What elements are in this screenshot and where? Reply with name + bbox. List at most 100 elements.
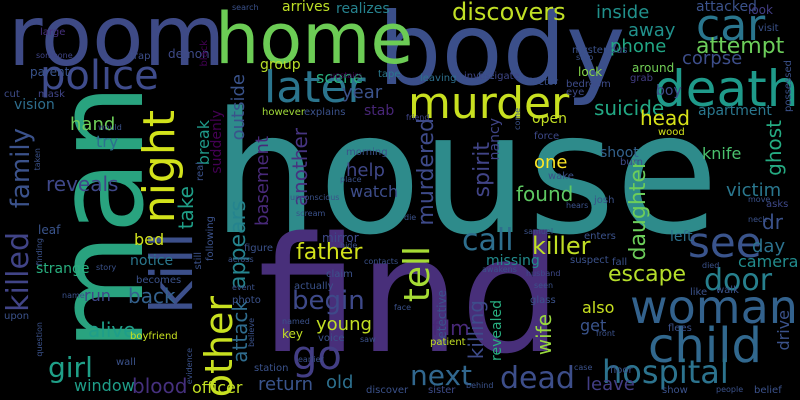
word-awakens: awakens	[482, 265, 517, 274]
word-doctor: doctor	[526, 77, 559, 88]
word-however: however	[262, 107, 305, 118]
word-believe: believe	[247, 318, 256, 348]
word-claim: claim	[326, 269, 353, 280]
word-notice: notice	[130, 253, 174, 269]
word-stab: stab	[364, 103, 395, 119]
word-get: get	[580, 316, 607, 335]
word-killer: killer	[532, 232, 591, 260]
word-bed: bed	[134, 230, 165, 249]
word-becomes: becomes	[136, 275, 182, 286]
word-following: following	[205, 216, 216, 261]
word-later: later	[264, 62, 366, 113]
word-knife: knife	[702, 144, 742, 163]
word-samuel: samuel	[524, 227, 554, 236]
word-demon: demon	[168, 47, 210, 61]
word-discover: discover	[366, 385, 409, 396]
word-nancy: nancy	[487, 118, 503, 161]
word-finding: finding	[35, 238, 44, 266]
word-josh: josh	[594, 195, 615, 206]
word-call: call	[462, 223, 514, 258]
word-help: help	[346, 160, 385, 181]
word-fall: fall	[612, 257, 628, 268]
word-taken: taken	[33, 148, 42, 171]
word-sister: sister	[428, 385, 456, 396]
word-leaf: leaf	[38, 223, 61, 237]
word-officer: officer	[192, 378, 243, 397]
word-upstairs: upstairs	[330, 71, 363, 80]
word-grab: grab	[630, 73, 653, 84]
word-door: door	[704, 263, 773, 298]
word-leaving: leaving	[420, 73, 457, 84]
word-hand: hand	[70, 114, 116, 135]
word-people: people	[716, 385, 744, 394]
word-window: window	[74, 376, 135, 395]
word-cut: cut	[4, 89, 20, 100]
word-look: look	[748, 3, 773, 17]
word-investigate: investigate	[464, 71, 520, 82]
word-eye: eye	[566, 87, 585, 98]
word-strange: strange	[36, 261, 90, 277]
word-figure: figure	[244, 243, 274, 254]
word-woman: woman	[630, 280, 798, 334]
word-still: still	[193, 252, 204, 270]
word-revealed: revealed	[489, 300, 505, 361]
word-voice: voice	[318, 333, 345, 344]
word-missing: missing	[486, 253, 540, 269]
word-inside: inside	[596, 2, 650, 23]
word-force: force	[534, 131, 560, 142]
word-suicide: suicide	[594, 96, 665, 120]
word-name: name	[62, 291, 85, 300]
word-come: come	[513, 108, 522, 131]
word-home: home	[215, 0, 414, 80]
word-evidence: evidence	[185, 348, 194, 385]
word-father: father	[296, 240, 363, 265]
word-dr: dr	[762, 210, 783, 234]
word-die: die	[404, 213, 417, 222]
word-suddenly: suddenly	[209, 110, 225, 174]
word-glass: glass	[530, 295, 556, 306]
word-boyfriend: boyfriend	[130, 331, 178, 342]
word-group: group	[260, 57, 301, 73]
word-lock: lock	[578, 65, 603, 79]
word-hospital: hospital	[602, 353, 729, 391]
word-floor: floor	[610, 365, 633, 376]
word-murdered: murdered	[414, 118, 439, 226]
word-flees: flees	[668, 323, 692, 334]
word-room: room	[8, 0, 226, 85]
word-visit: visit	[758, 23, 779, 34]
word-real: real	[195, 162, 206, 181]
word-drive: drive	[774, 310, 793, 351]
word-hide: hide	[340, 241, 358, 250]
word-murder: murder	[408, 78, 570, 129]
word-away: away	[628, 20, 676, 41]
word-trap: trap	[130, 51, 151, 62]
word-possessed: possessed	[783, 60, 794, 112]
word-killing: killing	[464, 300, 488, 360]
word-girl: girl	[48, 351, 93, 384]
word-apartment: apartment	[698, 103, 772, 119]
word-child: child	[648, 318, 762, 374]
word-return: return	[258, 374, 314, 395]
word-scream: scream	[296, 209, 326, 218]
word-earlier: earlier	[298, 355, 324, 364]
word-dead: dead	[500, 361, 575, 396]
word-attempt: attempt	[696, 34, 785, 59]
word-mysterious: mysterious	[572, 45, 628, 56]
word-station: station	[254, 363, 289, 374]
word-burn: burn	[620, 157, 643, 168]
word-head: head	[640, 106, 690, 130]
word-take: take	[174, 186, 198, 230]
word-family: family	[6, 128, 36, 209]
word-contacts: contacts	[364, 257, 399, 266]
word-police: police	[40, 53, 159, 99]
word-asks: asks	[766, 199, 789, 210]
word-body: body	[378, 0, 626, 108]
word-wife: wife	[532, 314, 556, 356]
word-open: open	[532, 111, 567, 127]
word-mirror: mirror	[322, 231, 359, 245]
word-suspect: suspect	[570, 255, 609, 266]
word-friend: friend	[406, 113, 430, 122]
word-wall: wall	[116, 357, 136, 368]
word-like: like	[690, 287, 708, 298]
